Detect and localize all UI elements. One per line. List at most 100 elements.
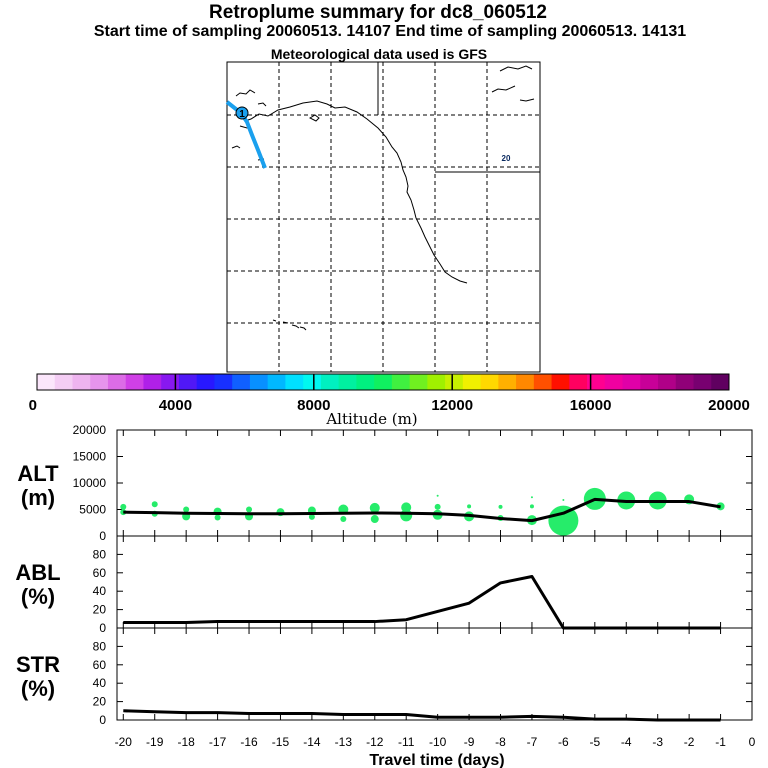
colorbar-swatch — [675, 374, 695, 390]
altitude-bubble — [369, 502, 380, 513]
colorbar-swatch — [37, 374, 56, 390]
altitude-bubble — [370, 515, 379, 524]
colorbar-swatch — [338, 374, 357, 390]
colorbar-swatch — [445, 374, 464, 390]
y-tick-label: 40 — [93, 676, 107, 690]
colorbar-swatch — [107, 374, 127, 390]
x-tick-label: -13 — [335, 735, 353, 749]
x-tick-label: -4 — [621, 735, 632, 749]
y-tick-label: 80 — [93, 639, 107, 653]
series-line-abl — [123, 574, 721, 630]
x-tick-label: -10 — [429, 735, 447, 749]
colorbar-swatch — [356, 374, 375, 390]
colorbar-swatch — [604, 374, 624, 390]
x-tick-label: -5 — [589, 735, 600, 749]
x-tick-label: -6 — [558, 735, 569, 749]
x-tick-label: -18 — [177, 735, 195, 749]
altitude-bubble — [308, 513, 315, 520]
altitude-bubble — [400, 509, 413, 522]
colorbar-swatch — [480, 374, 499, 390]
colorbar-swatch — [161, 374, 180, 390]
series-line-alt — [123, 497, 721, 523]
colorbar-swatch — [72, 374, 91, 390]
altitude-bubble — [529, 504, 534, 509]
colorbar-frame — [36, 373, 730, 391]
y-tick-label: 0 — [99, 529, 106, 543]
colorbar-swatch — [303, 374, 322, 390]
y-axis-label-line1: ABL — [15, 560, 60, 585]
colorbar-swatch — [320, 374, 340, 390]
y-tick-label: 0 — [99, 713, 106, 727]
x-tick-label: -1 — [715, 735, 726, 749]
y-tick-label: 0 — [99, 621, 106, 635]
colorbar-tick-labels: 0 4000 8000 12000 16000 20000 — [29, 397, 750, 414]
altitude-bubble — [436, 494, 439, 497]
altitude-bubble — [340, 516, 347, 523]
plume-day-label: 20 — [502, 154, 511, 163]
altitude-colorbar — [36, 373, 730, 391]
x-tick-label: -16 — [240, 735, 258, 749]
colorbar-tick-label: 12000 — [431, 397, 473, 414]
colorbar-swatch — [462, 374, 482, 390]
map-panel: 1 20 — [225, 61, 541, 373]
x-tick-label: -19 — [146, 735, 164, 749]
x-tick-label: -17 — [209, 735, 227, 749]
y-axis-label-line2: (%) — [21, 584, 55, 609]
colorbar-swatch — [516, 374, 535, 390]
colorbar-swatch — [214, 374, 233, 390]
source-marker-label: 1 — [239, 109, 245, 120]
colorbar-swatch — [249, 374, 269, 390]
x-tick-label: -8 — [495, 735, 506, 749]
colorbar-swatch — [285, 374, 304, 390]
y-axis-label-line1: STR — [16, 652, 60, 677]
map-coastlines — [231, 65, 535, 331]
colorbar-tick-label: 0 — [29, 397, 37, 414]
y-axis-label-line2: (%) — [21, 676, 55, 701]
y-tick-label: 20000 — [73, 423, 107, 437]
colorbar-swatch — [178, 374, 198, 390]
colorbar-swatch — [125, 374, 144, 390]
altitude-bubble — [548, 505, 579, 536]
x-tick-label: -9 — [464, 735, 475, 749]
x-axis-label: Travel time (days) — [369, 752, 504, 768]
y-tick-label: 5000 — [79, 503, 106, 517]
colorbar-tick-label: 20000 — [708, 397, 750, 414]
x-tick-label: -14 — [303, 735, 321, 749]
colorbar-tick-label: 16000 — [570, 397, 612, 414]
panel-abl: 0 20 40 60 80 ABL(%) — [15, 535, 753, 635]
x-tick-label: -11 — [398, 735, 415, 749]
x-tick-label: -15 — [272, 735, 290, 749]
sampling-time-subtitle: Start time of sampling 20060513. 14107 E… — [93, 23, 687, 40]
colorbar-swatch — [54, 374, 73, 390]
colorbar-swatch — [232, 374, 251, 390]
map-gridlines — [227, 62, 540, 372]
colorbar-swatch — [533, 374, 553, 390]
colorbar-swatch — [569, 374, 588, 390]
time-series-panels: 05000100001500020000ALT(m)020406080ABL(%… — [15, 423, 755, 768]
colorbar-swatch — [693, 374, 712, 390]
source-location-marker — [235, 106, 249, 120]
altitude-bubble — [183, 506, 190, 513]
y-tick-label: 60 — [93, 658, 107, 672]
colorbar-swatch — [409, 374, 428, 390]
colorbar-swatch — [143, 374, 162, 390]
x-tick-label: -7 — [527, 735, 538, 749]
meteorological-data-note: Meteorological data used is GFS — [270, 46, 488, 62]
colorbar-swatch — [374, 374, 393, 390]
panel-frame — [116, 429, 753, 537]
altitude-bubble — [434, 503, 441, 510]
colorbar-swatch — [587, 374, 606, 390]
panel-alt: 0 5000 10000 15000 20000 ALT(m) — [17, 423, 753, 543]
altitude-bubble — [214, 514, 221, 521]
y-tick-label: 40 — [93, 584, 107, 598]
colorbar-tick-label: 4000 — [159, 397, 192, 414]
altitude-bubble — [120, 503, 127, 510]
colorbar-swatch — [427, 374, 446, 390]
altitude-bubble — [151, 501, 158, 508]
colorbar-swatch — [640, 374, 659, 390]
colorbar-swatch — [658, 374, 677, 390]
colorbar-swatch — [391, 374, 411, 390]
x-tick-label: -20 — [115, 735, 133, 749]
